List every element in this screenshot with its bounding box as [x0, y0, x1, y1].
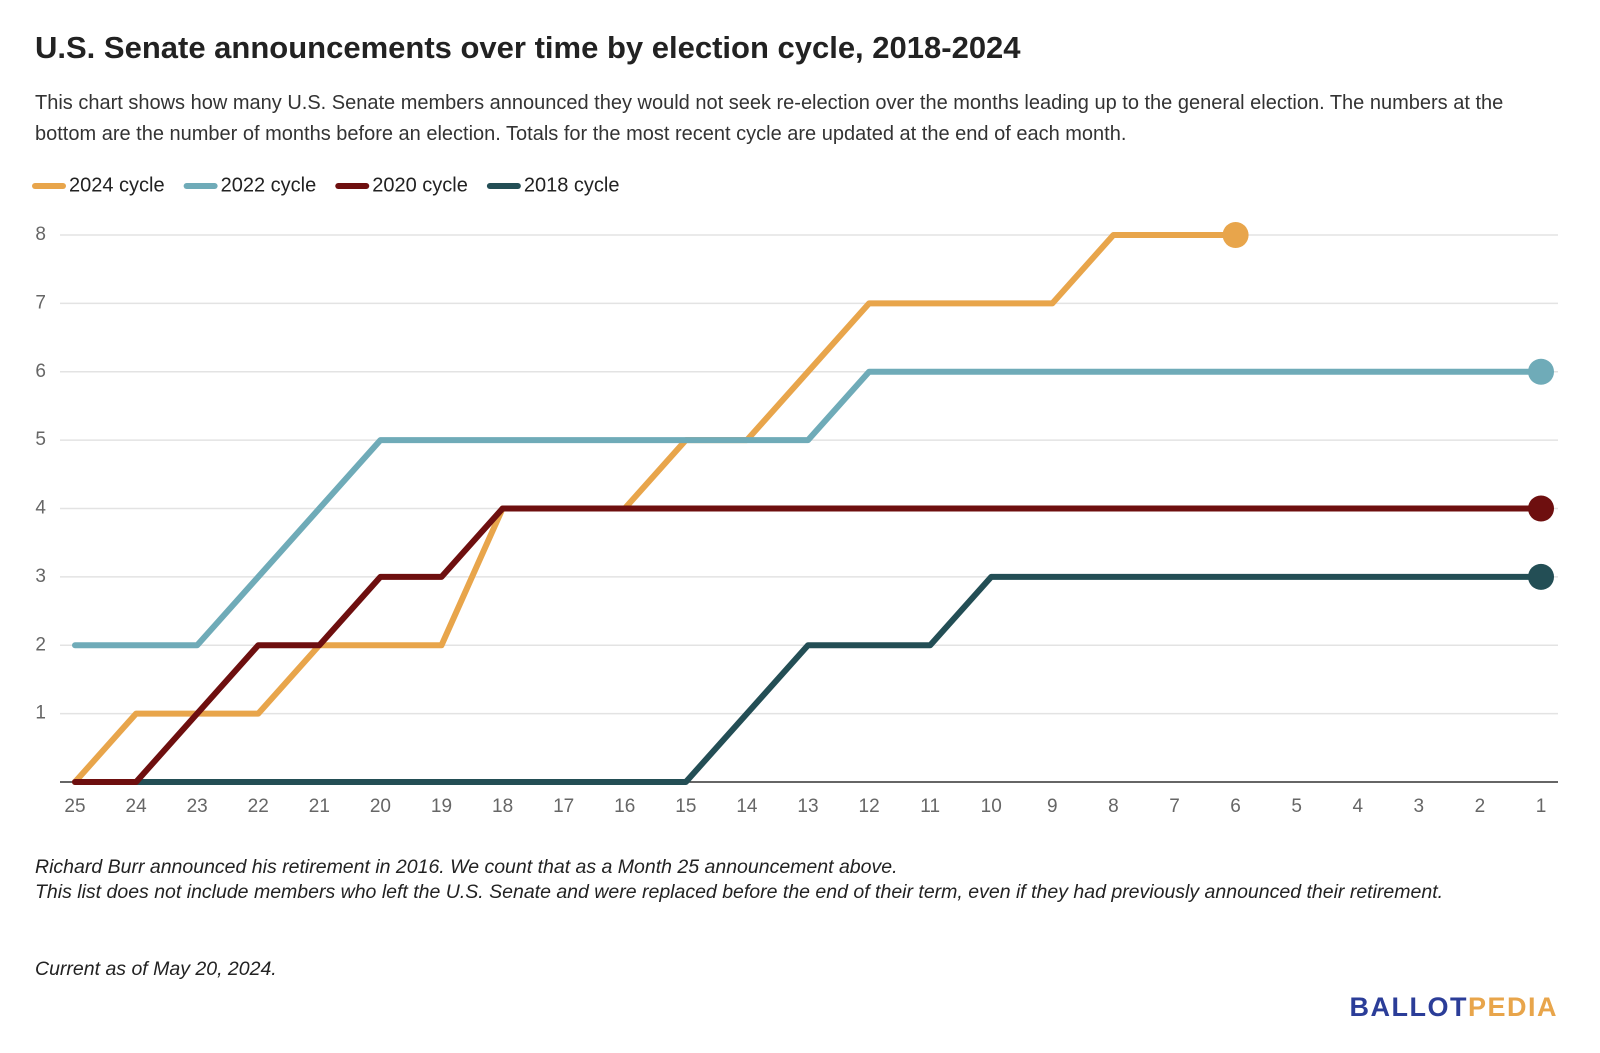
end-point	[1528, 495, 1554, 522]
y-tick-label: 7	[35, 292, 46, 313]
legend-label: 2024 cycle	[69, 174, 165, 196]
logo-part: PEDIA	[1467, 992, 1558, 1022]
legend-label: 2022 cycle	[221, 174, 317, 196]
note: This list does not include members who l…	[35, 881, 1444, 903]
x-tick-label: 13	[797, 796, 818, 817]
x-tick-label: 1	[1536, 796, 1547, 817]
x-tick-label: 12	[859, 796, 880, 817]
x-tick-label: 19	[431, 796, 452, 817]
x-tick-label: 9	[1047, 796, 1058, 817]
x-tick-label: 3	[1414, 796, 1425, 817]
x-tick-label: 4	[1352, 796, 1363, 817]
x-tick-label: 8	[1108, 796, 1119, 817]
logo: BALLOTPEDIA	[1349, 992, 1558, 1023]
series-line	[72, 368, 1544, 649]
note: Richard Burr announced his retirement in…	[35, 856, 898, 878]
y-tick-label: 8	[35, 224, 46, 245]
end-point	[1222, 222, 1249, 248]
x-tick-label: 23	[187, 796, 208, 817]
x-tick-label: 18	[492, 796, 513, 817]
chart-title: U.S. Senate announcements over time by e…	[35, 30, 1021, 65]
legend-label: 2020 cycle	[372, 174, 468, 196]
series-line	[72, 573, 1544, 785]
x-tick-label: 20	[370, 796, 391, 817]
y-tick-label: 3	[35, 566, 46, 587]
y-tick-label: 4	[35, 498, 46, 519]
y-tick-label: 2	[35, 634, 46, 655]
note: Current as of May 20, 2024.	[35, 958, 277, 980]
legend-label: 2018 cycle	[524, 174, 620, 196]
x-tick-label: 11	[920, 796, 940, 817]
chart-subtitle: This chart shows how many U.S. Senate me…	[35, 92, 1504, 145]
x-tick-label: 2	[1475, 796, 1486, 817]
x-tick-label: 25	[64, 796, 85, 817]
end-point	[1528, 563, 1554, 590]
x-tick-label: 22	[248, 796, 269, 817]
x-tick-label: 14	[736, 796, 758, 817]
series-line	[72, 505, 1544, 785]
y-tick-label: 1	[35, 703, 46, 724]
logo-part: BALLOT	[1349, 992, 1468, 1022]
x-tick-label: 6	[1230, 796, 1241, 817]
x-tick-label: 17	[553, 796, 574, 817]
x-tick-label: 5	[1291, 796, 1302, 817]
x-tick-label: 16	[614, 796, 635, 817]
y-tick-label: 5	[35, 429, 46, 450]
series-line	[72, 232, 1239, 785]
x-tick-label: 21	[309, 796, 330, 817]
y-tick-label: 6	[35, 361, 46, 382]
x-tick-label: 10	[981, 796, 1002, 817]
end-point	[1528, 358, 1554, 385]
x-tick-label: 7	[1169, 796, 1180, 817]
x-tick-label: 15	[675, 796, 696, 817]
x-tick-label: 24	[126, 796, 148, 817]
